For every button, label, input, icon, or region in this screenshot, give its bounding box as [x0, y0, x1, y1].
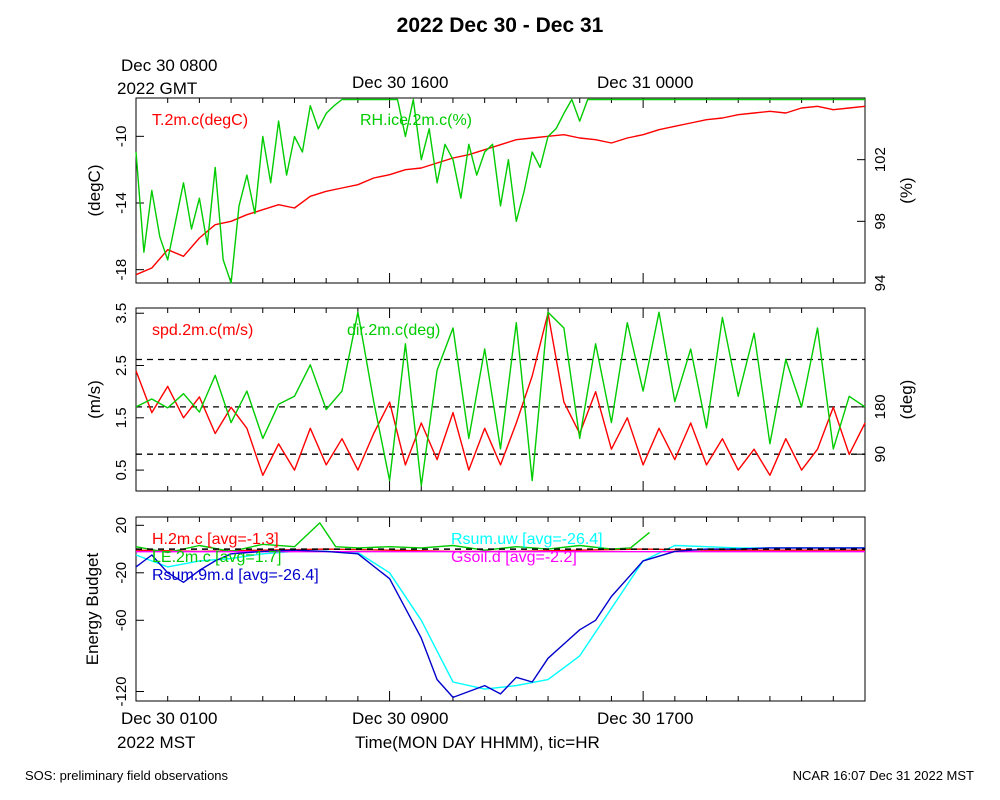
temperature_rh-ytick-label-left: -10 [113, 125, 130, 147]
temperature_rh-ytick-label-right: 98 [872, 213, 889, 230]
energy_budget-ytick-label-left: -120 [113, 676, 130, 706]
footer-timestamp: NCAR 16:07 Dec 31 2022 MST [792, 768, 974, 783]
wind-ytick-label-left: 2.5 [113, 355, 130, 376]
wind-ytick-label-right: 90 [872, 446, 889, 463]
rsum9-series-label: Rsum.9m.d [avg=-26.4] [152, 567, 319, 584]
h-series-label: H.2m.c [avg=-1.3] [152, 531, 279, 548]
mst-axis-label-1700: Dec 30 1700 [597, 709, 694, 728]
energy_budget-ylabel-left: Energy Budget [83, 552, 102, 665]
wind-frame [135, 307, 866, 492]
temperature_rh-ytick-label-right: 102 [872, 147, 889, 172]
energy_budget-series-rsum-9m-d-line [135, 547, 865, 699]
footer-source: SOS: preliminary field observations [25, 768, 229, 783]
temperature_rh-ylabel-left: (degC) [85, 165, 104, 217]
mst-axis-first-label: Dec 30 0100 [121, 709, 218, 728]
temperature_rh-ylabel-right: (%) [897, 177, 916, 203]
temperature_rh-ytick-label-left: -14 [113, 192, 130, 214]
wind-series-spd-2m-c-line [135, 312, 866, 476]
gsoil-series-label: Gsoil.d [avg=-2.2] [451, 549, 577, 566]
chart-title: 2022 Dec 30 - Dec 31 [396, 14, 604, 37]
wind-ytick-label-left: 0.5 [113, 460, 130, 481]
dir-series-label: dir.2m.c(deg) [347, 322, 441, 339]
spd-series-label: spd.2m.c(m/s) [152, 322, 254, 339]
x-axis-title: Time(MON DAY HHMM), tic=HR [355, 733, 600, 752]
gmt-axis-year-label: 2022 GMT [117, 79, 198, 98]
temp-series-label: T.2m.c(degC) [152, 112, 249, 129]
wind-series-dir-2m-c-line [135, 311, 866, 487]
temperature_rh-ytick-label-left: -18 [113, 259, 130, 281]
mst-axis-label-0900: Dec 30 0900 [352, 709, 449, 728]
temperature_rh-frame [135, 97, 866, 284]
energy_budget-series-rsum-uw-line [135, 544, 865, 690]
wind-ytick-label-right: 180 [872, 394, 889, 419]
mst-axis-year-label: 2022 MST [117, 733, 196, 752]
temperature_rh-series-rh-ice-2m-c-line [135, 98, 865, 284]
wind-ytick-label-left: 3.5 [113, 303, 130, 324]
rsumuw-series-label: Rsum.uw [avg=-26.4] [451, 531, 603, 548]
energy_budget-ytick-label-left: -20 [113, 562, 130, 584]
temperature_rh-ytick-label-right: 94 [872, 275, 889, 292]
gmt-axis-label-1600: Dec 30 1600 [352, 73, 449, 92]
energy_budget-frame [135, 516, 866, 702]
wind-ylabel-right: (deg) [897, 380, 916, 420]
wind-ylabel-left: (m/s) [85, 380, 104, 419]
rh-series-label: RH.ice.2m.c(%) [360, 112, 473, 129]
gmt-axis-first-label: Dec 30 0800 [121, 56, 218, 75]
gmt-axis-label-0000: Dec 31 0000 [597, 73, 694, 92]
wind-ytick-label-left: 1.5 [113, 407, 130, 428]
le-series-label: LE.2m.c [avg=1.7] [152, 549, 282, 566]
energy_budget-ytick-label-left: -60 [113, 609, 130, 631]
energy_budget-ytick-label-left: 20 [113, 517, 130, 534]
temperature_rh-series-t-2m-c-line [135, 105, 866, 276]
